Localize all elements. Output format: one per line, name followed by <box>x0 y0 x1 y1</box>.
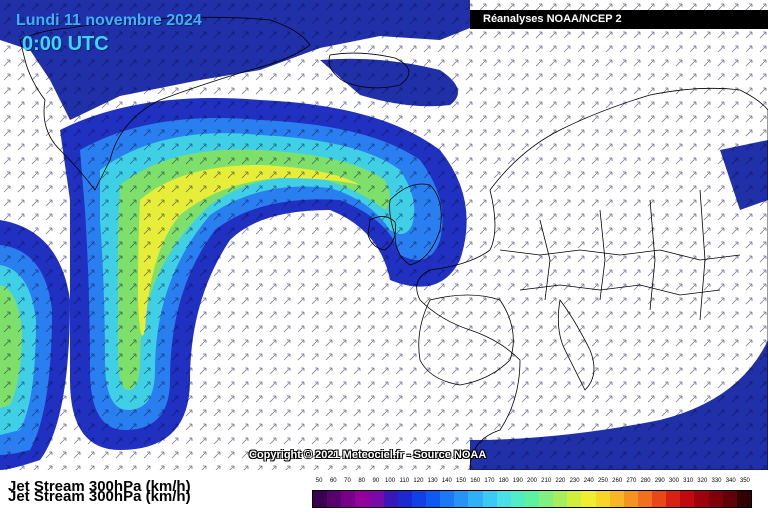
legend-label: 210 <box>541 478 552 484</box>
legend-label: 220 <box>555 478 566 484</box>
legend-swatch <box>313 491 328 507</box>
legend-label: 270 <box>626 478 637 484</box>
legend-label: 90 <box>372 478 380 484</box>
legend-swatch <box>680 491 695 507</box>
legend-label: 340 <box>725 478 736 484</box>
legend-swatch <box>595 491 610 507</box>
legend-swatch <box>496 491 511 507</box>
legend-swatch <box>468 491 483 507</box>
legend-label: 60 <box>329 478 337 484</box>
legend-label: 80 <box>358 478 366 484</box>
legend-swatch <box>411 491 426 507</box>
legend-label: 50 <box>315 478 323 484</box>
legend-swatch <box>440 491 455 507</box>
legend-label: 310 <box>683 478 694 484</box>
legend-color-bar <box>312 490 752 508</box>
legend-label: 330 <box>711 478 722 484</box>
coastlines <box>19 16 768 470</box>
legend-swatch <box>383 491 398 507</box>
legend-label: 240 <box>583 478 594 484</box>
legend-label: 110 <box>399 478 410 484</box>
legend-label: 300 <box>668 478 679 484</box>
map-title: Jet Stream 300hPa (km/h) <box>8 478 191 495</box>
legend-swatch <box>708 491 723 507</box>
legend-swatch <box>567 491 582 507</box>
legend-label: 160 <box>470 478 481 484</box>
legend-swatch <box>637 491 652 507</box>
legend-label: 320 <box>697 478 708 484</box>
legend-swatch <box>355 491 370 507</box>
legend-swatch <box>397 491 412 507</box>
copyright-notice: Copyright © 2021 Meteociel.fr - Source N… <box>249 449 487 461</box>
legend-label: 180 <box>498 478 509 484</box>
jet-stream-map <box>0 0 768 470</box>
legend-swatch <box>482 491 497 507</box>
legend-swatch <box>609 491 624 507</box>
legend-label: 100 <box>385 478 396 484</box>
legend-label: 170 <box>484 478 495 484</box>
legend-label: 290 <box>654 478 665 484</box>
map-time: 0:00 UTC <box>22 33 109 55</box>
legend-swatch <box>666 491 681 507</box>
legend-swatch <box>553 491 568 507</box>
legend-swatch <box>454 491 469 507</box>
legend-label: 200 <box>526 478 538 484</box>
legend-swatch <box>736 491 751 507</box>
legend-label: 280 <box>640 478 651 484</box>
legend-label: 130 <box>427 478 438 484</box>
legend-swatch <box>539 491 554 507</box>
legend-label: 70 <box>344 478 351 484</box>
legend-swatch <box>426 491 441 507</box>
legend-swatch <box>369 491 384 507</box>
legend-swatch <box>722 491 737 507</box>
legend-swatch <box>327 491 342 507</box>
legend-label: 350 <box>739 478 750 484</box>
legend-swatch <box>581 491 596 507</box>
legend-swatch <box>510 491 525 507</box>
legend-label: 260 <box>612 478 623 484</box>
legend-swatch <box>341 491 356 507</box>
data-source-label: Réanalyses NOAA/NCEP 2 <box>470 10 768 29</box>
legend-swatch <box>694 491 709 507</box>
legend-label: 190 <box>512 478 523 484</box>
legend-swatch <box>524 491 539 507</box>
legend-label: 150 <box>456 478 467 484</box>
map-date: Lundi 11 novembre 2024 <box>16 12 202 29</box>
legend-label: 140 <box>441 478 452 484</box>
legend-label: 230 <box>569 478 580 484</box>
wind-field <box>0 0 768 470</box>
legend-swatch <box>623 491 638 507</box>
legend-label: 250 <box>597 478 608 484</box>
legend-label: 120 <box>413 478 424 484</box>
color-legend: 50 60 70 80 90 100 110 120 130 140 150 160 170 180 190… <box>312 478 752 508</box>
map-title-shadow: Jet Stream 300hPa (km/h) <box>8 488 191 505</box>
legend-swatch <box>652 491 667 507</box>
legend-labels: 50 60 70 80 90 100 110 120 130 140 150 160 170 180 190… <box>312 478 752 488</box>
